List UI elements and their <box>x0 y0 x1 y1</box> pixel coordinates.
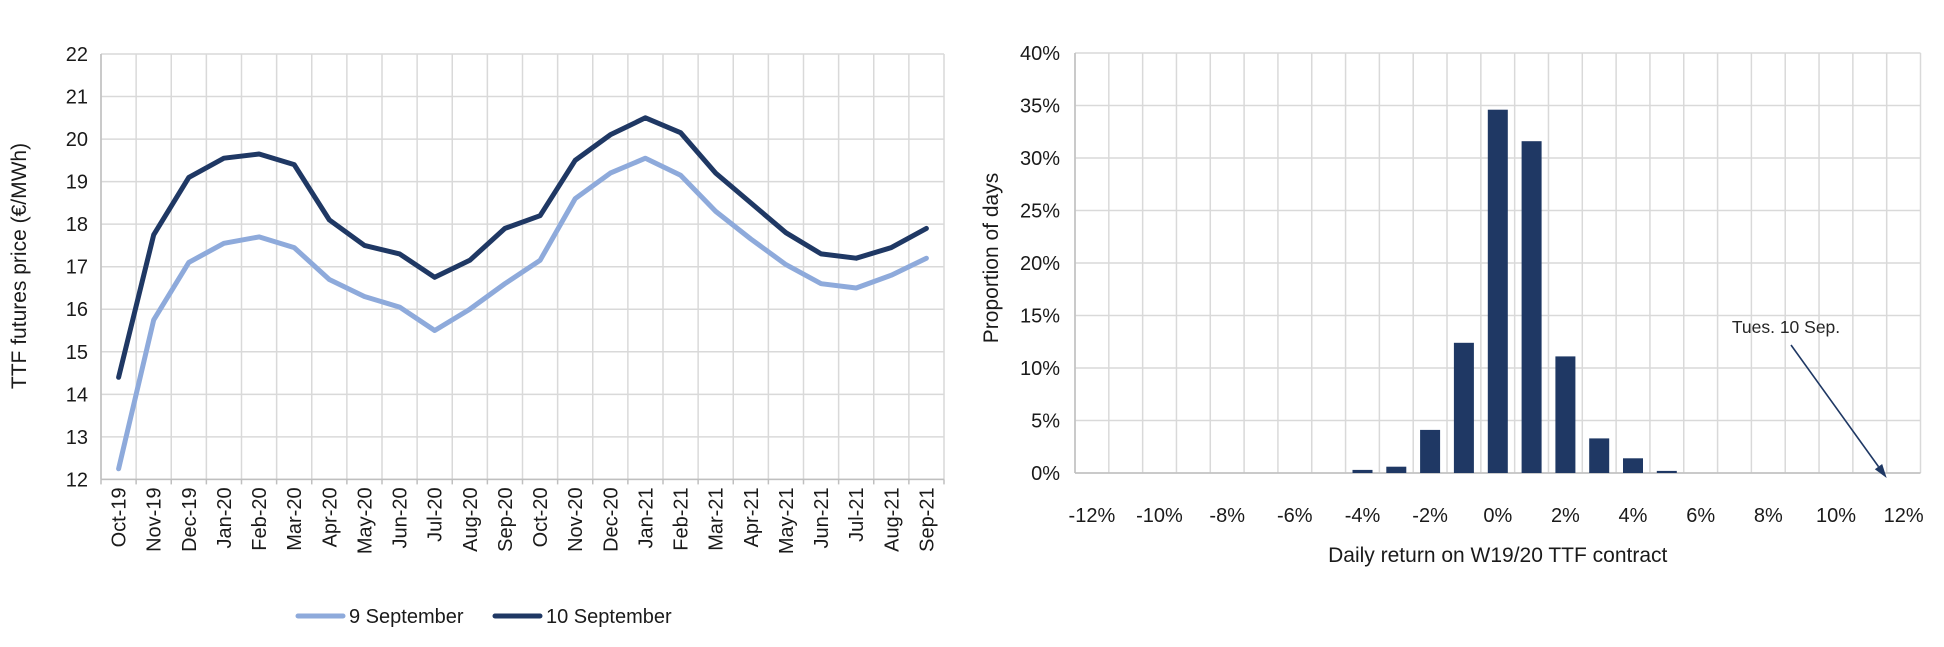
y-axis-title: Proportion of days <box>980 173 1003 343</box>
x-tick-label: Feb-20 <box>249 487 271 550</box>
histogram-bar <box>1487 109 1508 473</box>
x-tick-label: Sep-21 <box>916 487 938 552</box>
annotation-tues-10-sep: Tues. 10 Sep. <box>1732 317 1887 478</box>
legend-label: 9 September <box>349 606 464 628</box>
y-tick-label: 20% <box>1020 253 1060 275</box>
y-tick-label: 13 <box>66 427 88 449</box>
x-tick-label: Jan-21 <box>635 487 657 548</box>
x-tick-label: Feb-21 <box>671 487 693 550</box>
x-tick-label: 8% <box>1754 505 1783 527</box>
x-tick-label: Jun-20 <box>390 487 412 548</box>
x-tick-label: 10% <box>1816 505 1856 527</box>
annotation-arrow-line <box>1790 344 1880 468</box>
x-tick-label: Oct-19 <box>109 487 131 547</box>
annotation-text: Tues. 10 Sep. <box>1732 317 1840 337</box>
x-axis-title: Daily return on W19/20 TTF contract <box>1328 544 1667 567</box>
y-tick-label: 15% <box>1020 306 1060 328</box>
ttf-futures-line-chart: 12 13 14 15 16 17 18 19 20 21 22 Oct-19 Nov-19 Dec-19… <box>0 0 960 647</box>
x-tick-label: -12% <box>1069 505 1116 527</box>
y-tick-label: 12 <box>66 469 88 491</box>
y-tick-label: 15 <box>66 342 88 364</box>
y-tick-labels: 12 13 14 15 16 17 18 19 20 21 22 <box>66 44 88 491</box>
histogram-bar <box>1352 469 1373 473</box>
histogram-bar <box>1453 342 1474 473</box>
histogram-bar <box>1420 429 1441 473</box>
y-tick-label: 18 <box>66 214 88 236</box>
histogram-bar <box>1589 438 1610 473</box>
y-axis-title: TTF futures price (€/MWh) <box>8 143 31 389</box>
legend-label: 10 September <box>546 606 672 628</box>
y-tick-labels: 0% 5% 10% 15% 20% 25% 30% 35% 40% <box>1020 43 1060 485</box>
histogram-bar <box>1656 470 1677 473</box>
histogram-bar <box>1521 141 1542 473</box>
x-tick-label: Mar-20 <box>284 487 306 550</box>
y-tick-label: 19 <box>66 172 88 194</box>
x-tick-label: Nov-20 <box>565 487 587 551</box>
x-tick-label: May-21 <box>776 487 798 554</box>
x-tick-label: Dec-19 <box>179 487 201 551</box>
x-tick-label: -10% <box>1136 505 1183 527</box>
x-tick-labels: Oct-19 Nov-19 Dec-19 Jan-20 Feb-20 Mar-20 Apr-… <box>109 487 939 554</box>
legend: 9 September 10 September <box>295 606 672 628</box>
y-tick-label: 25% <box>1020 201 1060 223</box>
x-tick-label: -2% <box>1412 505 1448 527</box>
y-tick-label: 35% <box>1020 96 1060 118</box>
line-chart-svg: 12 13 14 15 16 17 18 19 20 21 22 Oct-19 Nov-19 Dec-19… <box>8 44 945 628</box>
y-tick-label: 20 <box>66 129 88 151</box>
x-tick-label: 12% <box>1884 505 1924 527</box>
x-tick-label: Jun-21 <box>811 487 833 548</box>
x-tick-label: May-20 <box>354 487 376 554</box>
histogram-bar <box>1623 458 1643 473</box>
y-tick-label: 17 <box>66 257 88 279</box>
x-tick-label: Mar-21 <box>706 487 728 550</box>
x-tick-label: Nov-19 <box>144 487 166 551</box>
x-tick-label: 0% <box>1483 505 1512 527</box>
y-tick-label: 0% <box>1031 463 1060 485</box>
x-axis-ticks <box>100 479 945 485</box>
annotation-arrowhead-icon <box>1874 464 1887 478</box>
x-tick-label: Aug-21 <box>881 487 903 552</box>
x-tick-label: Apr-21 <box>741 487 763 547</box>
x-tick-labels: -12% -10% -8% -6% -4% -2% 0% 2% 4% 6% 8% 10% 12% <box>1069 505 1924 527</box>
series-line-9-september <box>116 155 929 472</box>
gridlines <box>100 53 945 481</box>
y-tick-label: 14 <box>66 384 88 406</box>
y-tick-label: 22 <box>66 44 88 66</box>
x-tick-label: Jul-21 <box>846 487 868 541</box>
y-tick-label: 16 <box>66 299 88 321</box>
x-tick-label: Aug-20 <box>460 487 482 552</box>
x-tick-label: -8% <box>1209 505 1245 527</box>
y-tick-label: 5% <box>1031 411 1060 433</box>
x-tick-label: -4% <box>1345 505 1381 527</box>
histogram-bars <box>1352 109 1677 473</box>
x-tick-label: Dec-20 <box>600 487 622 551</box>
x-tick-label: Apr-20 <box>319 487 341 547</box>
histogram-bar <box>1386 466 1407 473</box>
x-tick-label: 6% <box>1686 505 1715 527</box>
x-tick-label: Sep-20 <box>495 487 517 552</box>
series-line-10-september <box>116 115 929 380</box>
x-tick-label: Jul-20 <box>425 487 447 541</box>
x-tick-label: Jan-20 <box>214 487 236 548</box>
daily-return-histogram-chart: 0% 5% 10% 15% 20% 25% 30% 35% 40% -12% -10% -8% -6% -… <box>960 0 1944 647</box>
x-tick-label: Oct-20 <box>530 487 552 547</box>
histogram-bar <box>1555 356 1576 473</box>
y-tick-label: 10% <box>1020 358 1060 380</box>
bar-chart-svg: 0%5%10%15%20%25%30%35%40%-12% -10% -8% -6% -… <box>980 43 1924 567</box>
x-tick-label: 2% <box>1551 505 1580 527</box>
x-tick-label: -6% <box>1277 505 1313 527</box>
y-tick-label: 21 <box>66 87 88 109</box>
y-tick-label: 30% <box>1020 148 1060 170</box>
y-tick-label: 40% <box>1020 43 1060 65</box>
x-tick-label: 4% <box>1619 505 1648 527</box>
